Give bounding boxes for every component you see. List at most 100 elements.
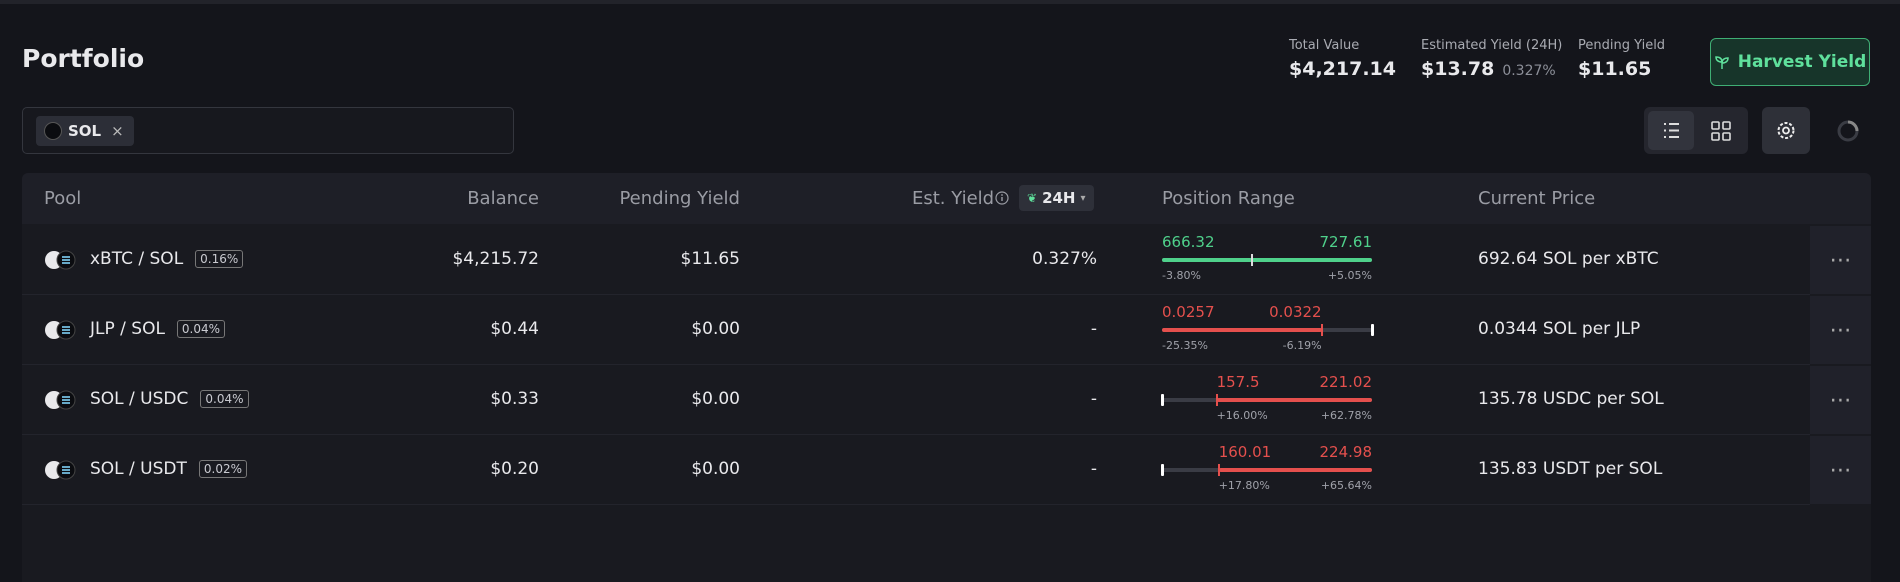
fee-badge: 0.04%	[176, 320, 226, 338]
pool-cell: SOL / USDT 0.02%	[90, 459, 248, 479]
more-button[interactable]: ⋯	[1810, 226, 1871, 294]
row-divider	[22, 434, 1810, 435]
top-bar	[0, 0, 1900, 4]
est-yield: -	[1090, 459, 1097, 479]
current-price: 135.78 USDC per SOL	[1478, 389, 1664, 409]
sprout-icon	[1714, 56, 1729, 69]
pool-cell: SOL / USDC 0.04%	[90, 389, 249, 409]
est-yield: 0.327%	[1032, 249, 1097, 269]
price-marker	[1160, 394, 1164, 406]
token-pair	[45, 390, 76, 410]
range-high: 727.61	[1319, 233, 1373, 251]
page-title: Portfolio	[22, 44, 145, 73]
range-marker	[1215, 394, 1218, 406]
loading-spinner	[1837, 120, 1859, 142]
column-header: Current Price	[1478, 188, 1596, 209]
range-marker	[1217, 464, 1220, 476]
pool-name: SOL / USDC	[90, 389, 189, 409]
stat-group: $13.78 0.327%	[1421, 58, 1556, 80]
est-yield: -	[1090, 389, 1097, 409]
column-header: Est. Yield	[912, 188, 995, 209]
column-header: Balance	[467, 188, 539, 209]
column-header: Pool	[44, 188, 82, 209]
fee-badge: 0.04%	[200, 390, 249, 408]
range-fill	[1162, 328, 1322, 332]
range-marker	[1251, 254, 1254, 266]
range-fill	[1216, 398, 1372, 402]
row-divider	[22, 364, 1810, 365]
settings-button[interactable]	[1762, 107, 1810, 154]
coin-icon	[44, 122, 62, 140]
stat-sub: 0.327%	[1502, 63, 1556, 79]
balance: $0.20	[490, 459, 539, 479]
range-high: 0.0322	[1269, 303, 1322, 321]
more-button[interactable]: ⋯	[1810, 296, 1871, 364]
current-price: 0.0344 SOL per JLP	[1478, 319, 1641, 339]
more-button[interactable]: ⋯	[1810, 436, 1871, 504]
pending-yield: $0.00	[691, 319, 740, 339]
pool-icon	[44, 248, 80, 272]
pool-name: JLP / SOL	[90, 319, 165, 339]
current-price: 692.64 SOL per xBTC	[1478, 249, 1659, 269]
pool-name: SOL / USDT	[90, 459, 187, 479]
range-low-pct: -25.35%	[1162, 339, 1208, 352]
chevron: ▾	[1080, 192, 1086, 204]
filter-tag[interactable]: SOL ×	[36, 116, 134, 146]
range-fill	[1162, 258, 1372, 262]
pool-cell: xBTC / SOL 0.16%	[90, 249, 244, 269]
range-low-pct: -3.80%	[1162, 269, 1201, 282]
fee-badge: 0.02%	[198, 460, 248, 478]
list-view-button[interactable]	[1648, 111, 1694, 150]
pool-icon	[44, 318, 80, 342]
pool-name: xBTC / SOL	[90, 249, 184, 269]
harvest-button[interactable]: Harvest Yield	[1710, 38, 1870, 86]
stat-value: $4,217.14	[1289, 58, 1396, 80]
range-fill	[1218, 468, 1372, 472]
token-pair	[45, 250, 76, 270]
button-label: Harvest Yield	[1737, 52, 1867, 72]
pending-yield: $11.65	[680, 249, 740, 269]
stat-label: Total Value	[1289, 38, 1360, 53]
balance: $0.33	[490, 389, 539, 409]
range-low-pct: +16.00%	[1216, 409, 1268, 422]
range-high: 224.98	[1319, 443, 1373, 461]
more-button[interactable]: ⋯	[1810, 366, 1871, 434]
tag-label: SOL	[68, 122, 102, 140]
price-marker	[1370, 324, 1374, 336]
sprout-icon: ❦	[1027, 191, 1038, 205]
fee-badge: 0.16%	[195, 250, 244, 268]
range-low: 0.0257	[1162, 303, 1215, 321]
current-price: 135.83 USDT per SOL	[1478, 459, 1663, 479]
balance: $4,215.72	[452, 249, 539, 269]
range-low: 666.32	[1162, 233, 1215, 251]
list-icon	[1664, 123, 1679, 138]
range-high-pct: +5.05%	[1327, 269, 1372, 282]
pool-cell: JLP / SOL 0.04%	[90, 319, 226, 339]
gear-icon	[1777, 122, 1795, 139]
range-low: 160.01	[1218, 443, 1272, 461]
grid-view-button[interactable]	[1698, 111, 1744, 150]
grid-icon	[1711, 121, 1731, 141]
pool-icon	[44, 388, 80, 412]
balance: $0.44	[490, 319, 539, 339]
info-icon[interactable]	[994, 190, 1010, 206]
range-high-pct: +65.64%	[1320, 479, 1372, 492]
stat-value: $11.65	[1578, 58, 1652, 80]
column-header: Pending Yield	[619, 188, 740, 209]
range-marker	[1320, 324, 1323, 336]
token-pair	[45, 320, 76, 340]
period-select[interactable]: ❦ 24H ▾	[1019, 185, 1094, 211]
range-high-pct: +62.78%	[1320, 409, 1372, 422]
stat-label: Estimated Yield (24H)	[1421, 38, 1563, 53]
pool-icon	[44, 458, 80, 482]
range-high-pct: -6.19%	[1282, 339, 1322, 352]
period-label: 24H	[1042, 189, 1076, 207]
pending-yield: $0.00	[691, 389, 740, 409]
price-marker	[1160, 464, 1164, 476]
remove-icon[interactable]: ×	[111, 122, 124, 140]
stat-label: Pending Yield	[1578, 38, 1666, 53]
table-header	[22, 173, 1871, 224]
table-panel	[22, 173, 1871, 582]
range-low-pct: +17.80%	[1218, 479, 1270, 492]
pending-yield: $0.00	[691, 459, 740, 479]
